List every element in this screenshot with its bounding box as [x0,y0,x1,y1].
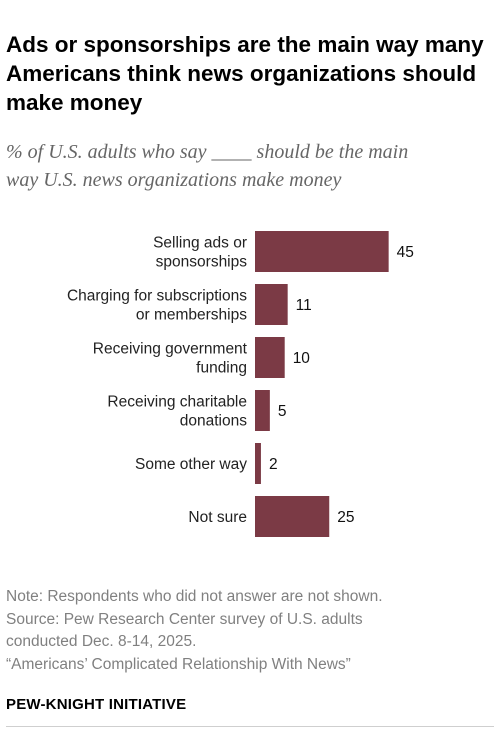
value-label-2: 10 [293,350,311,367]
category-label-5: Not sure [188,509,247,526]
bar-4 [255,443,261,484]
category-label-4: Some other way [135,456,247,473]
note-text: Note: Respondents who did not answer are… [6,588,383,605]
subtitle-line-1: % of U.S. adults who say ____ should be … [6,141,409,163]
chart-notes: Note: Respondents who did not answer are… [6,586,494,676]
bar-5 [255,496,330,537]
bar-1 [255,284,288,325]
value-label-0: 45 [397,244,414,261]
value-label-1: 11 [296,297,312,314]
category-label-3: Receiving charitable donations [107,394,247,430]
value-label-3: 5 [278,403,287,420]
bar-2 [255,337,285,378]
chart-title: Ads or sponsorships are the main way man… [6,32,484,115]
report-title: “Americans’ Complicated Relationship Wit… [6,655,351,673]
chart-subtitle: % of U.S. adults who say ____ should be … [6,138,494,194]
bar-0 [255,231,389,272]
category-label-0: Selling ads or sponsorships [153,235,247,271]
value-label-4: 2 [269,456,278,473]
brand-label: PEW-KNIGHT INITIATIVE [6,696,187,713]
subtitle-line-2: way U.S. news organizations make money [6,169,342,191]
bar-chart: 45 Selling ads or sponsorships 11 Charging f… [67,231,414,537]
source-line-1: Source: Pew Research Center survey of U.… [6,610,363,628]
value-label-5: 25 [337,509,354,526]
bar-3 [255,390,270,431]
source-line-2: conducted Dec. 8-14, 2025. [6,633,197,650]
category-label-1: Charging for subscriptions or memberships [67,288,247,324]
category-label-2: Receiving government funding [93,341,248,377]
bottom-divider [6,726,494,727]
